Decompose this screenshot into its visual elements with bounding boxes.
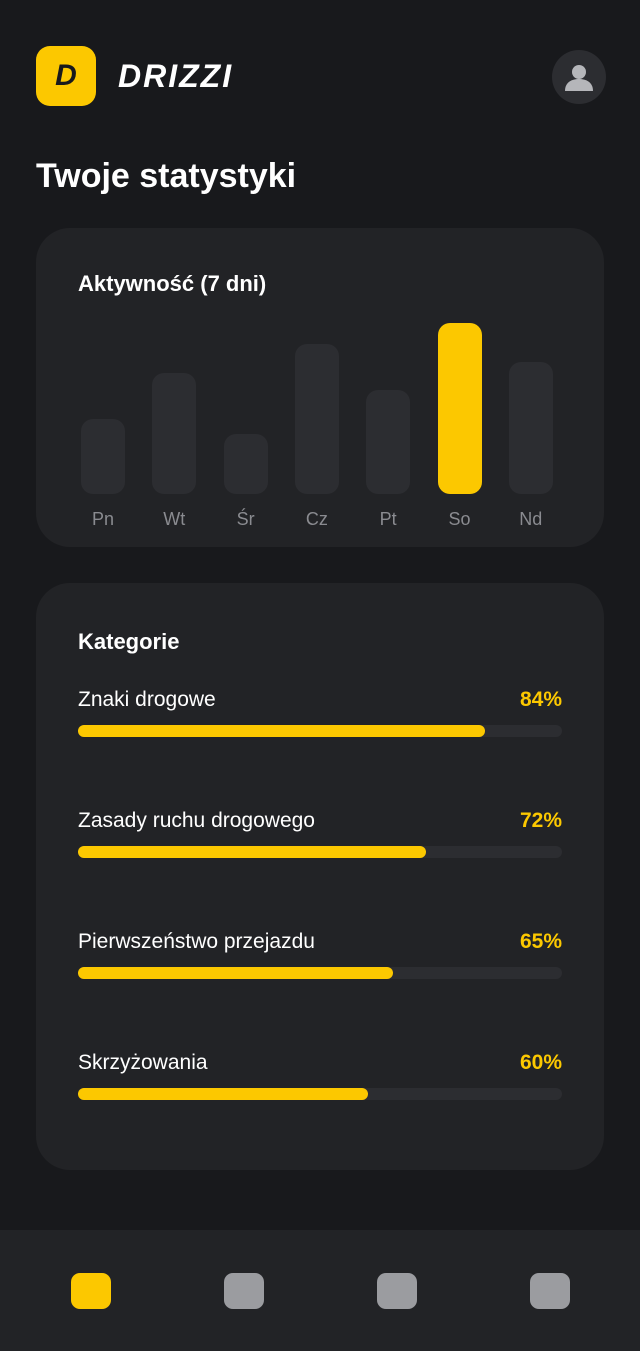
brand-name: DRIZZI [118, 58, 234, 94]
progress-track [78, 967, 562, 979]
app-logo[interactable]: D [36, 46, 96, 106]
day-label: Pt [379, 509, 397, 529]
category-item[interactable]: Znaki drogowe 84% [78, 687, 562, 747]
activity-bar-7[interactable] [508, 362, 553, 494]
category-name: Skrzyżowania [78, 1051, 208, 1074]
category-percent: 84% [519, 688, 562, 711]
category-percent: 60% [519, 1051, 562, 1074]
progress-track [78, 1088, 562, 1100]
nav-tab-2-button[interactable] [224, 1273, 264, 1309]
activity-bar-2[interactable] [152, 373, 197, 494]
progress-fill [78, 1088, 369, 1100]
progress-track [78, 846, 562, 858]
day-label: Cz [305, 509, 328, 529]
logo-letter: D [55, 59, 77, 92]
app-header: D DRIZZI [36, 46, 606, 106]
category-item[interactable]: Pierwszeństwo przejazdu 65% [78, 929, 562, 989]
activity-chart: Pn Wt Śr Cz Pt So Nd [36, 228, 604, 547]
category-name: Zasady ruchu drogowego [78, 809, 315, 832]
nav-tab-4-button[interactable] [530, 1273, 570, 1309]
activity-bar-4[interactable] [294, 344, 339, 494]
day-label: So [448, 509, 471, 529]
category-percent: 72% [519, 809, 562, 832]
nav-tab-3-button[interactable] [377, 1273, 417, 1309]
activity-bar-5[interactable] [366, 390, 411, 494]
activity-title: Aktywność (7 dni) [78, 271, 267, 296]
progress-fill [78, 725, 485, 737]
profile-button[interactable] [552, 50, 606, 104]
activity-bar-6[interactable] [437, 323, 482, 494]
bottom-navigation [0, 1230, 640, 1351]
activity-bar-3[interactable] [223, 434, 268, 494]
category-name: Pierwszeństwo przejazdu [78, 930, 315, 953]
day-label: Śr [236, 509, 255, 529]
nav-tab-1-button[interactable] [71, 1273, 111, 1309]
progress-track [78, 725, 562, 737]
category-percent: 65% [519, 930, 562, 953]
day-label: Wt [163, 509, 186, 529]
category-item[interactable]: Skrzyżowania 60% [78, 1050, 562, 1110]
categories-title: Kategorie [78, 629, 180, 654]
user-icon [565, 65, 593, 91]
category-name: Znaki drogowe [78, 688, 216, 711]
categories-card: Kategorie Znaki drogowe 84% Zasady ruchu d… [36, 583, 604, 1170]
category-item[interactable]: Zasady ruchu drogowego 72% [78, 808, 562, 868]
progress-fill [78, 967, 393, 979]
day-label: Pn [91, 509, 115, 529]
activity-card: Pn Wt Śr Cz Pt So Nd [36, 228, 604, 547]
page-title: Twoje statystyki [36, 157, 297, 195]
activity-bar-1[interactable] [81, 419, 125, 494]
day-label: Nd [519, 509, 543, 529]
progress-fill [78, 846, 427, 858]
